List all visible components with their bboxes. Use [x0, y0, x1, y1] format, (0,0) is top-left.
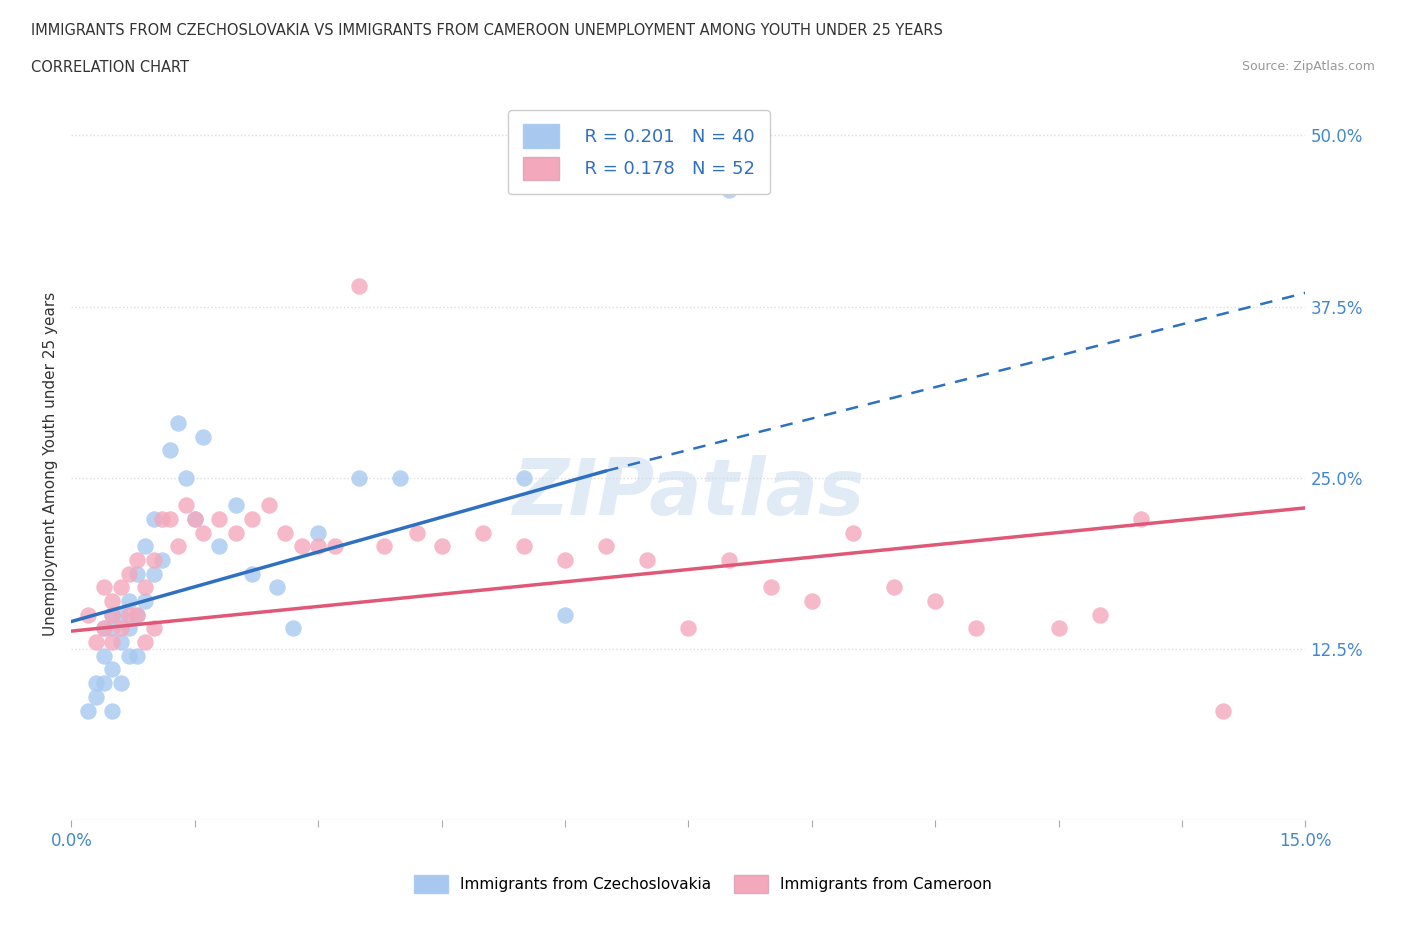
- Point: [373, 538, 395, 553]
- Point: [134, 579, 156, 594]
- Point: [323, 538, 346, 553]
- Point: [93, 579, 115, 594]
- Point: [142, 566, 165, 581]
- Point: [127, 566, 149, 581]
- Point: [110, 607, 132, 622]
- Point: [307, 538, 329, 553]
- Point: [142, 552, 165, 567]
- Point: [176, 498, 198, 512]
- Point: [924, 593, 946, 608]
- Point: [93, 621, 115, 636]
- Point: [110, 579, 132, 594]
- Point: [159, 443, 181, 458]
- Point: [1088, 607, 1111, 622]
- Point: [554, 607, 576, 622]
- Point: [84, 676, 107, 691]
- Point: [965, 621, 987, 636]
- Point: [176, 471, 198, 485]
- Point: [118, 621, 141, 636]
- Point: [191, 525, 214, 540]
- Point: [471, 525, 494, 540]
- Point: [240, 566, 263, 581]
- Point: [76, 607, 98, 622]
- Text: ZIPatlas: ZIPatlas: [512, 455, 865, 530]
- Point: [225, 525, 247, 540]
- Point: [150, 552, 173, 567]
- Point: [513, 538, 536, 553]
- Point: [405, 525, 427, 540]
- Point: [183, 512, 205, 526]
- Point: [134, 593, 156, 608]
- Point: [430, 538, 453, 553]
- Point: [127, 648, 149, 663]
- Text: CORRELATION CHART: CORRELATION CHART: [31, 60, 188, 75]
- Point: [76, 703, 98, 718]
- Point: [93, 621, 115, 636]
- Point: [291, 538, 314, 553]
- Point: [159, 512, 181, 526]
- Point: [759, 579, 782, 594]
- Text: IMMIGRANTS FROM CZECHOSLOVAKIA VS IMMIGRANTS FROM CAMEROON UNEMPLOYMENT AMONG YO: IMMIGRANTS FROM CZECHOSLOVAKIA VS IMMIGR…: [31, 23, 943, 38]
- Point: [183, 512, 205, 526]
- Y-axis label: Unemployment Among Youth under 25 years: Unemployment Among Youth under 25 years: [44, 292, 58, 636]
- Point: [101, 621, 124, 636]
- Point: [225, 498, 247, 512]
- Point: [1129, 512, 1152, 526]
- Point: [127, 552, 149, 567]
- Legend: Immigrants from Czechoslovakia, Immigrants from Cameroon: Immigrants from Czechoslovakia, Immigran…: [408, 870, 998, 899]
- Point: [101, 703, 124, 718]
- Point: [257, 498, 280, 512]
- Point: [101, 634, 124, 649]
- Point: [191, 430, 214, 445]
- Point: [349, 471, 371, 485]
- Point: [93, 676, 115, 691]
- Point: [389, 471, 412, 485]
- Point: [678, 621, 700, 636]
- Point: [118, 593, 141, 608]
- Point: [84, 634, 107, 649]
- Point: [150, 512, 173, 526]
- Point: [274, 525, 297, 540]
- Point: [283, 621, 305, 636]
- Point: [208, 512, 231, 526]
- Point: [127, 607, 149, 622]
- Point: [718, 552, 741, 567]
- Point: [101, 607, 124, 622]
- Point: [118, 607, 141, 622]
- Point: [142, 621, 165, 636]
- Point: [842, 525, 865, 540]
- Point: [134, 538, 156, 553]
- Point: [142, 512, 165, 526]
- Point: [118, 566, 141, 581]
- Point: [1212, 703, 1234, 718]
- Point: [307, 525, 329, 540]
- Point: [554, 552, 576, 567]
- Point: [101, 607, 124, 622]
- Point: [118, 648, 141, 663]
- Point: [595, 538, 617, 553]
- Point: [800, 593, 823, 608]
- Text: Source: ZipAtlas.com: Source: ZipAtlas.com: [1241, 60, 1375, 73]
- Point: [110, 634, 132, 649]
- Point: [513, 471, 536, 485]
- Point: [110, 621, 132, 636]
- Point: [127, 607, 149, 622]
- Point: [84, 689, 107, 704]
- Point: [93, 648, 115, 663]
- Point: [883, 579, 905, 594]
- Point: [134, 634, 156, 649]
- Point: [349, 279, 371, 294]
- Point: [636, 552, 658, 567]
- Point: [101, 662, 124, 677]
- Point: [167, 416, 190, 431]
- Point: [240, 512, 263, 526]
- Legend:   R = 0.201   N = 40,   R = 0.178   N = 52: R = 0.201 N = 40, R = 0.178 N = 52: [508, 110, 769, 194]
- Point: [718, 182, 741, 197]
- Point: [167, 538, 190, 553]
- Point: [208, 538, 231, 553]
- Point: [101, 593, 124, 608]
- Point: [110, 676, 132, 691]
- Point: [1047, 621, 1070, 636]
- Point: [266, 579, 288, 594]
